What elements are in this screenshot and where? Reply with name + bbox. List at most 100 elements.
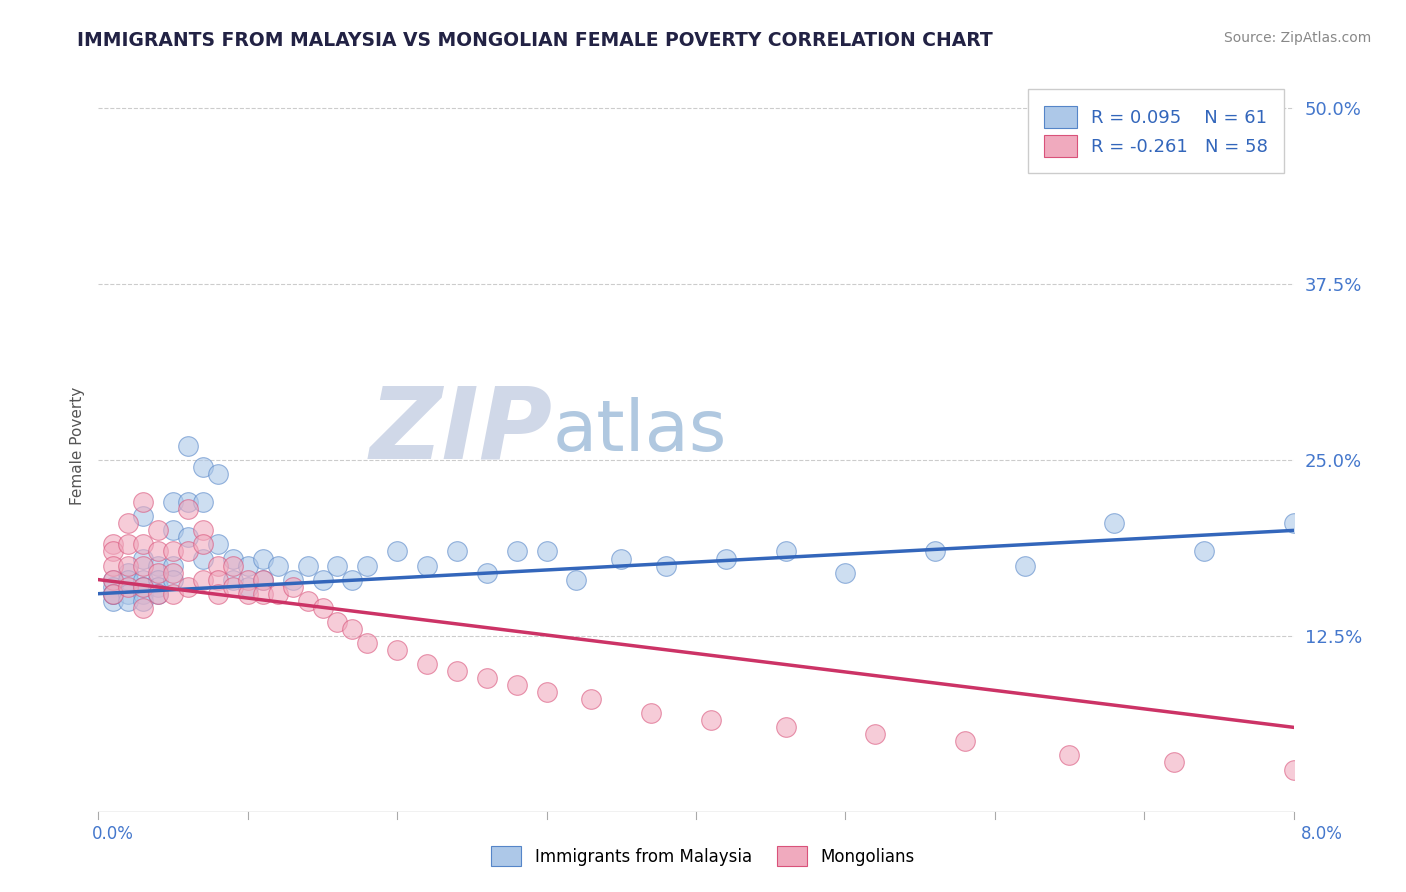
Point (222, 573, 245, 587)
Point (1059, 748, 1081, 763)
Point (356, 558, 378, 573)
Point (207, 558, 229, 573)
Point (297, 593, 319, 607)
Point (117, 593, 139, 607)
Point (177, 580, 200, 594)
Point (207, 587, 229, 601)
Point (132, 580, 155, 594)
Point (236, 558, 259, 573)
Point (191, 524, 214, 538)
Point (385, 544, 409, 558)
Point (446, 664, 468, 678)
Point (281, 573, 304, 587)
Legend: R = 0.095    N = 61, R = -0.261   N = 58: R = 0.095 N = 61, R = -0.261 N = 58 (1028, 89, 1285, 173)
Point (148, 580, 170, 594)
Point (191, 537, 214, 551)
Point (655, 558, 678, 573)
Point (132, 600, 155, 615)
Point (103, 593, 125, 607)
Point (177, 530, 200, 544)
Point (103, 558, 125, 573)
Text: ZIP: ZIP (370, 383, 553, 480)
Point (103, 587, 125, 601)
Text: Source: ZipAtlas.com: Source: ZipAtlas.com (1223, 31, 1371, 45)
Point (565, 573, 588, 587)
Point (132, 573, 155, 587)
Point (177, 495, 200, 509)
Point (267, 558, 290, 573)
Point (148, 524, 170, 538)
Point (132, 509, 155, 524)
Point (714, 551, 737, 566)
Point (222, 551, 245, 566)
Point (177, 502, 200, 516)
Point (1014, 558, 1036, 573)
Point (132, 495, 155, 509)
Point (132, 580, 155, 594)
Point (148, 544, 170, 558)
Point (267, 587, 290, 601)
Point (103, 573, 125, 587)
Point (132, 593, 155, 607)
Point (1192, 544, 1215, 558)
Point (103, 573, 125, 587)
Text: 8.0%: 8.0% (1301, 825, 1343, 843)
Point (162, 558, 184, 573)
Point (222, 558, 245, 573)
Point (117, 580, 139, 594)
Point (924, 544, 946, 558)
Text: IMMIGRANTS FROM MALAYSIA VS MONGOLIAN FEMALE POVERTY CORRELATION CHART: IMMIGRANTS FROM MALAYSIA VS MONGOLIAN FE… (77, 31, 993, 50)
Point (506, 678, 529, 692)
Point (581, 692, 603, 706)
Point (117, 566, 139, 580)
Point (207, 467, 229, 482)
Point (475, 671, 498, 685)
Point (191, 551, 214, 566)
Point (148, 587, 170, 601)
Point (148, 558, 170, 573)
Point (640, 706, 662, 721)
Point (775, 544, 797, 558)
Point (162, 524, 184, 538)
Point (162, 587, 184, 601)
Point (1104, 516, 1126, 531)
Point (1282, 516, 1305, 531)
Point (297, 558, 319, 573)
Point (311, 600, 333, 615)
Point (191, 573, 214, 587)
Point (252, 573, 274, 587)
Point (117, 587, 139, 601)
Point (162, 495, 184, 509)
Point (953, 734, 976, 748)
Point (506, 544, 529, 558)
Point (103, 587, 125, 601)
Point (191, 495, 214, 509)
Point (326, 558, 349, 573)
Point (103, 587, 125, 601)
Point (148, 587, 170, 601)
Point (207, 573, 229, 587)
Point (1282, 763, 1305, 777)
Point (342, 622, 364, 636)
Point (536, 544, 558, 558)
Point (191, 460, 214, 475)
Point (222, 580, 245, 594)
Point (236, 587, 259, 601)
Point (236, 573, 259, 587)
Point (103, 537, 125, 551)
Point (834, 566, 856, 580)
Y-axis label: Female Poverty: Female Poverty (69, 387, 84, 505)
Point (132, 558, 155, 573)
Point (117, 558, 139, 573)
Point (252, 573, 274, 587)
Point (446, 544, 468, 558)
Point (356, 636, 378, 650)
Point (342, 573, 364, 587)
Point (326, 615, 349, 629)
Point (416, 558, 439, 573)
Point (103, 580, 125, 594)
Point (103, 544, 125, 558)
Point (132, 587, 155, 601)
Point (700, 714, 723, 728)
Point (536, 685, 558, 699)
